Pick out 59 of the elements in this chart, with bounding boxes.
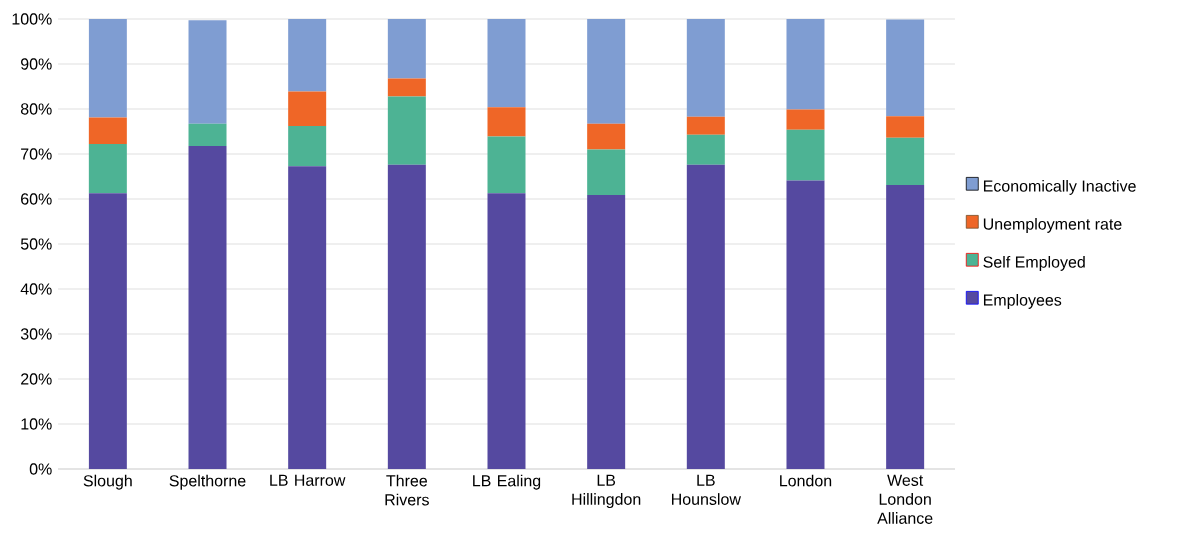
- bar: [686, 18, 725, 117]
- bar: [487, 193, 526, 469]
- bar: [387, 18, 426, 79]
- bar: [387, 96, 426, 165]
- bar: [587, 149, 626, 195]
- legend-label: Economically Inactive: [983, 179, 1136, 195]
- x-tick-label: Three Rivers: [385, 474, 429, 506]
- x-tick-label: London: [780, 474, 832, 487]
- bar: [487, 136, 526, 194]
- bar: [686, 134, 725, 165]
- x-tick-label: Slough: [83, 474, 132, 490]
- y-tick-label: 70%: [21, 148, 52, 160]
- y-tick-label: 20%: [21, 373, 52, 385]
- y-tick-label: 100%: [12, 13, 52, 25]
- bar: [786, 18, 825, 110]
- bar: [886, 185, 925, 469]
- x-tick-label: LB Hillingdon: [572, 474, 641, 509]
- x-tick-label: Spelthorne: [169, 474, 246, 490]
- bar: [88, 193, 127, 469]
- legend-label: Self Employed: [983, 255, 1085, 271]
- x-tick-label: LB Hounslow: [672, 474, 741, 505]
- bar: [686, 116, 725, 135]
- bar: [886, 137, 925, 186]
- bar: [387, 164, 426, 469]
- bar: [188, 20, 227, 124]
- bar: [786, 129, 825, 181]
- bar: [686, 164, 725, 469]
- bar: [88, 144, 127, 194]
- y-tick-label: 40%: [20, 283, 52, 295]
- bar: [88, 18, 127, 118]
- bar: [288, 166, 327, 469]
- bar: [288, 91, 327, 127]
- bar: [288, 126, 327, 167]
- bar: [587, 18, 626, 124]
- bar: [188, 123, 227, 146]
- x-tick-label: LB Harrow: [270, 474, 346, 486]
- bar: [587, 123, 626, 150]
- bar: [587, 194, 626, 469]
- y-tick-label: 50%: [20, 238, 52, 250]
- bar: [288, 18, 327, 92]
- legend-label: Employees: [983, 293, 1062, 309]
- bar: [387, 78, 426, 97]
- bar: [886, 116, 925, 138]
- bar: [786, 109, 825, 130]
- y-tick-label: 80%: [20, 103, 52, 115]
- bar: [188, 145, 227, 469]
- bar: [487, 18, 526, 108]
- legend-label: Unemployment rate: [983, 217, 1122, 233]
- y-tick-label: 10%: [21, 418, 52, 430]
- y-tick-label: 0%: [29, 463, 52, 475]
- bar: [487, 107, 526, 137]
- y-tick-label: 30%: [20, 328, 52, 340]
- x-tick-label: LB Ealing: [473, 474, 541, 490]
- y-tick-label: 90%: [21, 58, 52, 70]
- bar: [886, 19, 925, 117]
- bar: [88, 117, 127, 145]
- bar: [786, 180, 825, 469]
- y-tick-label: 60%: [21, 193, 52, 205]
- x-tick-label: West London Alliance: [877, 474, 933, 524]
